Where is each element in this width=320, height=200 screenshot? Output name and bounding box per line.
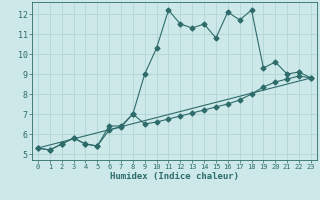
X-axis label: Humidex (Indice chaleur): Humidex (Indice chaleur) bbox=[110, 172, 239, 181]
